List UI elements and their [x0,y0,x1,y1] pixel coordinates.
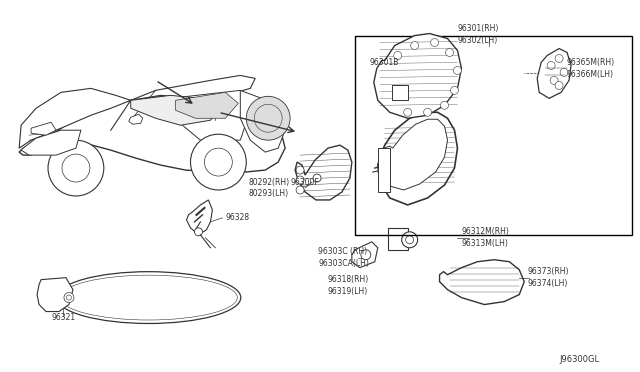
Text: 96321: 96321 [51,313,75,322]
Text: 96319(LH): 96319(LH) [328,287,368,296]
Polygon shape [392,86,408,100]
Polygon shape [295,145,352,200]
Text: 80292(RH): 80292(RH) [248,177,289,186]
Circle shape [555,81,563,89]
Polygon shape [19,89,131,148]
Circle shape [547,61,555,70]
Ellipse shape [60,275,237,320]
Text: 96302(LH): 96302(LH) [458,36,498,45]
Polygon shape [186,200,212,235]
Circle shape [62,154,90,182]
Circle shape [246,96,290,140]
Circle shape [64,293,74,302]
Circle shape [296,186,304,194]
Circle shape [404,108,412,116]
Circle shape [424,108,431,116]
Polygon shape [131,76,255,100]
Circle shape [394,51,402,60]
Text: 96301B: 96301B [370,58,399,67]
Ellipse shape [56,272,241,324]
Polygon shape [37,278,73,311]
Circle shape [451,86,458,94]
Circle shape [254,104,282,132]
Circle shape [361,250,371,260]
Circle shape [411,42,419,49]
Circle shape [560,68,568,76]
Polygon shape [374,33,461,118]
Polygon shape [129,114,143,124]
Polygon shape [19,95,285,172]
Circle shape [296,166,304,174]
Circle shape [454,67,461,74]
Polygon shape [131,95,220,125]
Text: 80293(LH): 80293(LH) [248,189,289,199]
Text: 96318(RH): 96318(RH) [328,275,369,284]
Polygon shape [381,119,447,190]
Polygon shape [240,90,285,152]
Circle shape [383,65,397,79]
Polygon shape [440,260,524,305]
Polygon shape [352,242,378,268]
Polygon shape [378,112,458,205]
Circle shape [204,148,232,176]
Text: 96313M(LH): 96313M(LH) [461,239,508,248]
Circle shape [431,39,438,46]
Text: 96366M(LH): 96366M(LH) [566,70,613,79]
Text: J96300GL: J96300GL [559,355,599,364]
Circle shape [67,295,72,300]
Text: 96312M(RH): 96312M(RH) [461,227,509,236]
Polygon shape [175,92,238,118]
Circle shape [191,134,246,190]
Text: 96300F: 96300F [290,177,319,186]
Circle shape [313,174,321,182]
Polygon shape [171,90,250,140]
Circle shape [550,76,558,84]
Text: 96303CA(LH): 96303CA(LH) [318,259,369,268]
Circle shape [445,48,454,57]
Text: 96301(RH): 96301(RH) [458,24,499,33]
Circle shape [387,70,393,76]
Polygon shape [378,148,390,192]
Text: 96373(RH): 96373(RH) [527,267,569,276]
Text: 96328: 96328 [225,214,250,222]
Text: 96365M(RH): 96365M(RH) [566,58,614,67]
Polygon shape [388,228,408,250]
Circle shape [406,236,413,244]
Polygon shape [537,48,571,98]
Text: 96374(LH): 96374(LH) [527,279,568,288]
Circle shape [402,232,418,248]
Circle shape [296,176,304,184]
Circle shape [195,228,202,236]
Bar [355,36,632,235]
Circle shape [555,54,563,62]
Circle shape [440,101,449,109]
Text: 96303C (RH): 96303C (RH) [318,247,367,256]
Polygon shape [31,122,56,135]
Polygon shape [21,130,81,155]
Circle shape [48,140,104,196]
